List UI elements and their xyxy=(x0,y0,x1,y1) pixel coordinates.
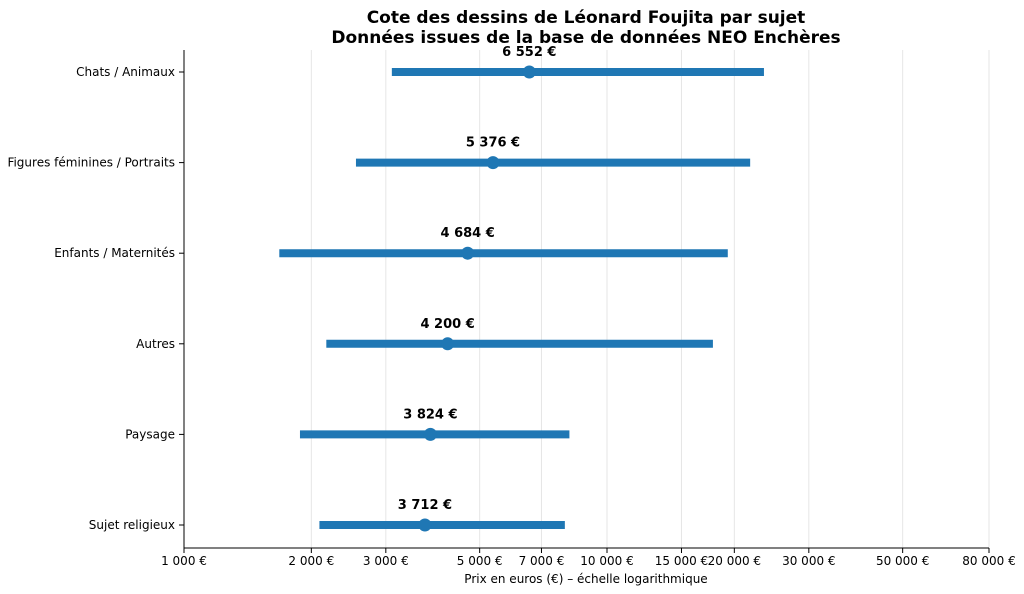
x-axis-label: Prix en euros (€) – échelle logarithmiqu… xyxy=(464,572,707,586)
x-tick-label: 7 000 € xyxy=(519,554,565,568)
chart-subtitle: Données issues de la base de données NEO… xyxy=(331,28,840,48)
median-point xyxy=(423,427,437,441)
median-label: 3 824 € xyxy=(403,407,457,422)
median-label: 6 552 € xyxy=(502,45,556,60)
median-label: 5 376 € xyxy=(466,136,520,151)
y-tick-label: Chats / Animaux xyxy=(76,65,175,79)
median-point xyxy=(441,337,455,351)
grid xyxy=(183,50,990,548)
y-tick-label: Paysage xyxy=(125,427,175,441)
x-tick-label: 1 000 € xyxy=(161,554,207,568)
y-tick-label: Figures féminines / Portraits xyxy=(7,156,175,170)
y-tick-label: Enfants / Maternités xyxy=(54,246,175,260)
median-label: 3 712 € xyxy=(398,498,452,513)
y-axis-ticks: Chats / Animaux Figures féminines / Portr… xyxy=(7,65,184,532)
median-point xyxy=(522,65,536,79)
median-label: 4 200 € xyxy=(420,317,474,332)
y-tick-label: Sujet religieux xyxy=(89,518,175,532)
x-tick-label: 3 000 € xyxy=(363,554,409,568)
x-tick-label: 20 000 € xyxy=(708,554,761,568)
median-label: 4 684 € xyxy=(441,226,495,241)
x-tick-label: 80 000 € xyxy=(962,554,1015,568)
x-tick-label: 50 000 € xyxy=(876,554,929,568)
data-ranges: 6 552 € 5 376 € 4 684 € 4 200 € 3 824 € 3 712… xyxy=(279,45,764,532)
axes xyxy=(183,50,989,549)
x-tick-label: 10 000 € xyxy=(580,554,633,568)
median-point xyxy=(486,156,500,170)
chart-title: Cote des dessins de Léonard Foujita par … xyxy=(367,8,806,28)
x-axis-ticks: 1 000 € 2 000 € 3 000 € 5 000 € 7 000 € 10 00… xyxy=(161,548,1016,568)
x-tick-label: 30 000 € xyxy=(782,554,835,568)
x-tick-label: 2 000 € xyxy=(288,554,334,568)
x-tick-label: 15 000 € xyxy=(655,554,708,568)
y-tick-label: Autres xyxy=(136,337,175,351)
x-tick-label: 5 000 € xyxy=(457,554,503,568)
median-point xyxy=(418,518,432,532)
median-point xyxy=(461,246,475,260)
